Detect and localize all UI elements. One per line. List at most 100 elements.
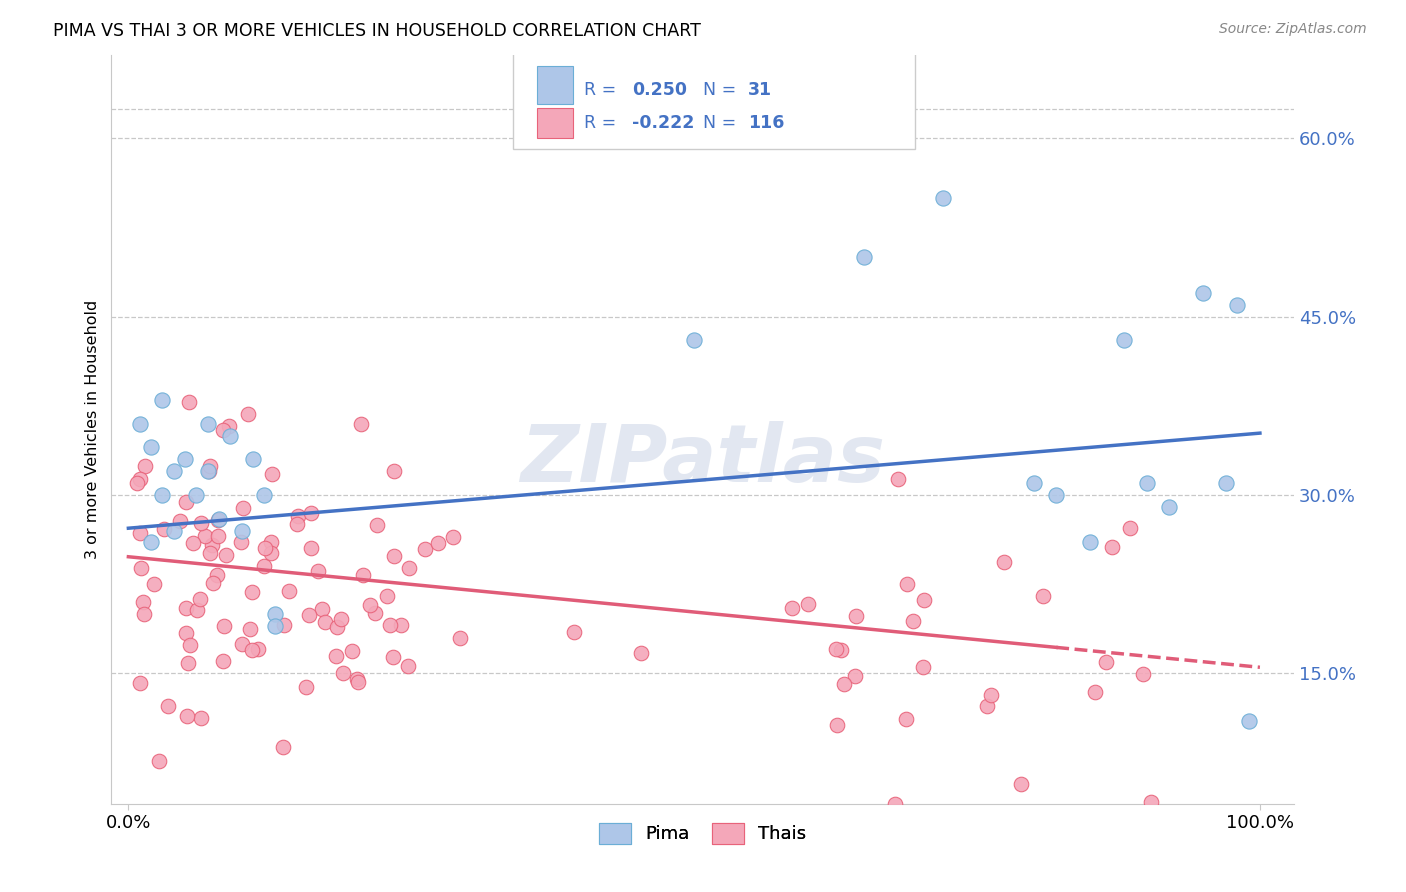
Point (311, 602, 333, 616)
Point (198, 464, 221, 478)
Point (198, 459, 221, 474)
Point (299, 506, 322, 520)
Point (844, 669, 866, 683)
Text: PIMA VS THAI 3 OR MORE VEHICLES IN HOUSEHOLD CORRELATION CHART: PIMA VS THAI 3 OR MORE VEHICLES IN HOUSE… (53, 22, 702, 40)
Point (441, 530, 464, 544)
Point (260, 535, 283, 549)
Point (896, 576, 918, 591)
Point (398, 561, 420, 575)
Point (125, 476, 148, 491)
Point (134, 459, 156, 474)
Point (346, 675, 368, 690)
Point (242, 452, 264, 467)
Point (163, 524, 186, 538)
Point (980, 688, 1002, 702)
Point (148, 755, 170, 769)
Point (1114, 334, 1136, 348)
Point (834, 676, 856, 690)
Point (181, 536, 204, 550)
Point (207, 513, 229, 527)
Point (177, 656, 200, 670)
Point (240, 585, 263, 599)
Point (219, 428, 242, 442)
Point (1078, 535, 1101, 549)
Point (271, 740, 294, 755)
Point (132, 595, 155, 609)
Point (384, 464, 406, 478)
Point (827, 718, 849, 732)
Point (1045, 488, 1067, 502)
Point (129, 676, 152, 690)
Point (683, 334, 706, 348)
Point (253, 488, 276, 502)
Point (381, 650, 404, 665)
Y-axis label: 3 or more Vehicles in Household: 3 or more Vehicles in Household (86, 300, 100, 559)
Point (212, 654, 235, 668)
Point (262, 467, 284, 482)
Point (264, 618, 287, 632)
Point (350, 417, 373, 432)
Point (901, 614, 924, 628)
Point (845, 608, 868, 623)
Point (298, 607, 321, 622)
Point (239, 622, 262, 636)
Point (325, 620, 347, 634)
Point (139, 535, 162, 549)
Point (562, 624, 585, 639)
Point (236, 407, 259, 421)
Point (231, 524, 253, 538)
Point (329, 612, 352, 626)
Text: 0.250: 0.250 (631, 81, 686, 99)
Point (382, 549, 405, 564)
Point (396, 658, 419, 673)
Text: N =: N = (703, 81, 741, 99)
Point (176, 708, 198, 723)
Point (132, 607, 155, 622)
Point (1101, 540, 1123, 554)
Point (176, 495, 198, 509)
Point (1010, 777, 1032, 791)
Point (231, 534, 253, 549)
Point (247, 641, 270, 656)
Point (380, 618, 402, 632)
Point (896, 712, 918, 726)
Text: Source: ZipAtlas.com: Source: ZipAtlas.com (1219, 22, 1367, 37)
Point (1226, 298, 1249, 312)
Point (295, 680, 318, 694)
Point (1118, 521, 1140, 535)
Point (163, 464, 186, 478)
Point (314, 615, 336, 629)
Point (259, 546, 281, 560)
Point (911, 660, 934, 674)
Point (912, 593, 935, 607)
Point (240, 642, 263, 657)
Point (169, 514, 191, 528)
FancyBboxPatch shape (537, 108, 572, 137)
Point (332, 665, 354, 680)
Point (273, 618, 295, 632)
Point (208, 512, 231, 526)
Point (1084, 684, 1107, 698)
Point (884, 797, 907, 811)
Point (190, 711, 212, 725)
Point (993, 555, 1015, 569)
Point (197, 417, 219, 431)
Point (364, 606, 387, 620)
Point (194, 528, 217, 542)
Text: -0.222: -0.222 (631, 113, 695, 131)
Point (188, 592, 211, 607)
Point (198, 546, 221, 560)
Point (177, 395, 200, 409)
Point (976, 699, 998, 714)
Point (825, 642, 848, 657)
Point (179, 639, 201, 653)
Point (207, 567, 229, 582)
Point (1032, 589, 1054, 603)
Point (215, 548, 238, 562)
Point (285, 517, 308, 532)
Point (887, 472, 910, 486)
Point (352, 567, 374, 582)
Point (190, 516, 212, 530)
Point (449, 631, 471, 645)
Point (299, 541, 322, 555)
